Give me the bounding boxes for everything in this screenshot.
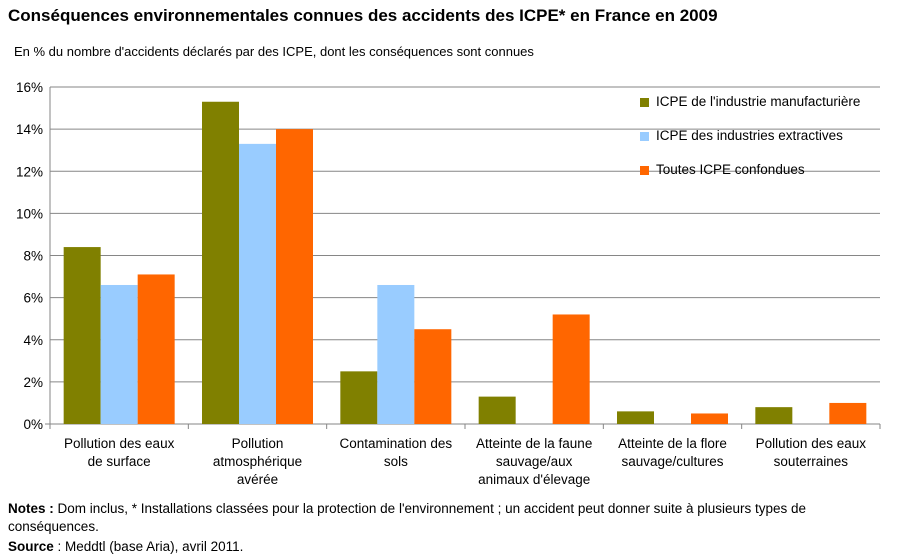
x-tick-label-line: sols bbox=[384, 454, 408, 469]
x-tick-label-line: Atteinte de la flore bbox=[618, 436, 727, 451]
legend-swatch bbox=[640, 132, 649, 141]
bar bbox=[137, 274, 175, 424]
bar bbox=[340, 371, 378, 424]
bar bbox=[377, 284, 415, 424]
x-tick-label-line: Pollution des eaux bbox=[756, 436, 867, 451]
x-tick-label-line: de surface bbox=[88, 454, 151, 469]
y-tick-label: 14% bbox=[16, 122, 43, 137]
x-tick-label-line: Contamination des bbox=[340, 436, 453, 451]
bar bbox=[63, 247, 101, 424]
x-tick-label-line: atmosphérique bbox=[213, 454, 302, 469]
notes: Notes : Dom inclus, * Installations clas… bbox=[8, 500, 888, 536]
notes-label: Notes : bbox=[8, 501, 54, 516]
x-tick-label-line: sauvage/cultures bbox=[621, 454, 723, 469]
y-tick-label: 4% bbox=[23, 333, 43, 348]
notes-text: Dom inclus, * Installations classées pou… bbox=[8, 501, 807, 534]
bar bbox=[414, 329, 452, 424]
x-tick-label-line: Atteinte de la faune bbox=[476, 436, 592, 451]
x-tick-label: Pollution des eaux souterraines bbox=[756, 436, 867, 469]
y-tick-label: 16% bbox=[16, 80, 43, 95]
bar bbox=[202, 101, 239, 425]
source-text: : Meddtl (base Aria), avril 2011. bbox=[53, 539, 244, 554]
legend-label: ICPE de l'industrie manufacturière bbox=[656, 94, 861, 109]
bar bbox=[691, 413, 728, 424]
y-tick-label: 2% bbox=[23, 375, 43, 390]
x-tick-label: Pollution atmosphérique avérée bbox=[213, 436, 302, 487]
legend-swatch bbox=[640, 98, 649, 107]
bar bbox=[478, 396, 516, 424]
y-tick-label: 10% bbox=[16, 206, 43, 221]
y-tick-label: 0% bbox=[23, 417, 43, 432]
y-tick-label: 6% bbox=[23, 291, 43, 306]
x-tick-label-line: animaux d'élevage bbox=[478, 472, 590, 487]
bar bbox=[239, 143, 276, 424]
x-tick-label-line: Pollution bbox=[232, 436, 284, 451]
chart-subtitle: En % du nombre d'accidents déclarés par … bbox=[14, 44, 534, 59]
x-tick-label: Contamination des sols bbox=[340, 436, 453, 469]
x-tick-label: Atteinte de la flore sauvage/cultures bbox=[618, 436, 727, 469]
source-label: Source bbox=[8, 539, 54, 554]
x-tick-label: Atteinte de la faune sauvage/aux animaux d… bbox=[476, 436, 592, 487]
chart-title: Conséquences environnementales connues d… bbox=[8, 6, 718, 25]
bar bbox=[552, 314, 590, 424]
y-tick-label: 8% bbox=[23, 249, 43, 264]
legend-swatch bbox=[640, 166, 649, 175]
x-tick-label-line: avérée bbox=[237, 472, 278, 487]
x-tick-label-line: sauvage/aux bbox=[496, 454, 573, 469]
legend-label: Toutes ICPE confondues bbox=[656, 162, 805, 177]
bar bbox=[617, 411, 654, 424]
bar bbox=[100, 284, 138, 424]
bar bbox=[829, 402, 867, 424]
x-tick-label: Pollution des eaux de surface bbox=[64, 436, 175, 469]
bar bbox=[755, 407, 793, 424]
bar bbox=[276, 129, 313, 424]
y-tick-label: 12% bbox=[16, 164, 43, 179]
x-tick-label-line: Pollution des eaux bbox=[64, 436, 175, 451]
source: Source : Meddtl (base Aria), avril 2011. bbox=[8, 539, 243, 554]
x-tick-label-line: souterraines bbox=[774, 454, 849, 469]
legend-label: ICPE des industries extractives bbox=[656, 128, 843, 143]
